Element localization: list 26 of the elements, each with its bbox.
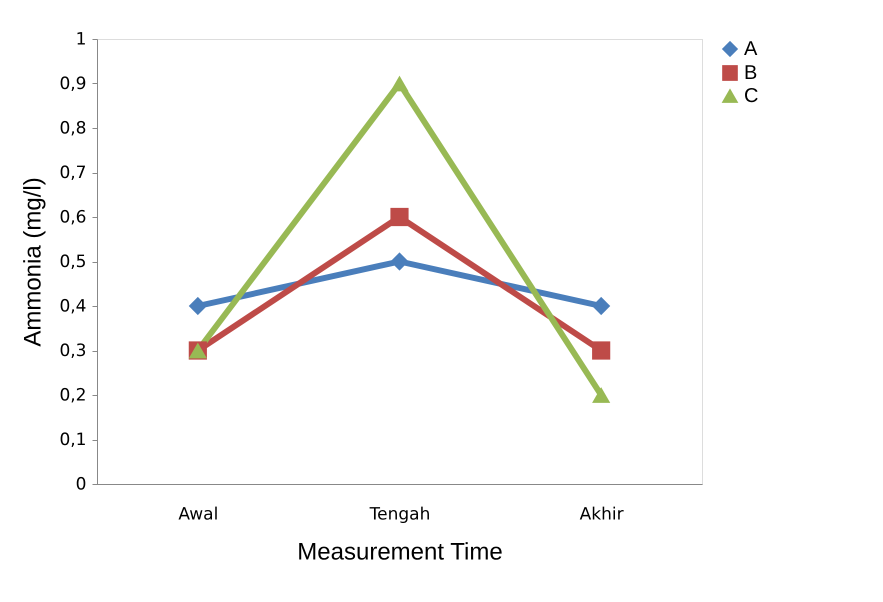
- y-tick-label: 0,9: [59, 74, 86, 94]
- point: [592, 341, 610, 360]
- y-tick-label: 0,2: [59, 386, 86, 406]
- point: [592, 387, 610, 403]
- y-tick-label: 0,6: [59, 208, 86, 228]
- legend-label: A: [744, 38, 758, 60]
- y-tick-label: 0: [76, 474, 86, 494]
- y-tick-label: 0,3: [59, 341, 86, 361]
- y-axis-title: Ammonia (mg/l): [19, 177, 46, 347]
- y-tick-label: 0,8: [59, 118, 86, 138]
- point: [390, 76, 409, 92]
- x-axis-title: Measurement Time: [297, 538, 503, 566]
- y-tick-label: 1: [76, 30, 86, 50]
- y-tick-label: 0,7: [59, 163, 86, 183]
- y-tick-label: 0,5: [59, 252, 86, 272]
- y-tick-label: 0,4: [59, 296, 86, 316]
- point: [390, 252, 409, 271]
- point: [188, 296, 207, 316]
- point: [592, 296, 610, 316]
- y-tick-label: 0,1: [59, 430, 86, 450]
- legend-label: B: [744, 62, 758, 84]
- x-tick-label: Awal: [178, 504, 218, 524]
- x-tick-label: Akhir: [580, 504, 624, 524]
- point: [390, 208, 409, 226]
- x-tick-label: Tengah: [368, 504, 430, 524]
- legend-label: C: [744, 85, 758, 107]
